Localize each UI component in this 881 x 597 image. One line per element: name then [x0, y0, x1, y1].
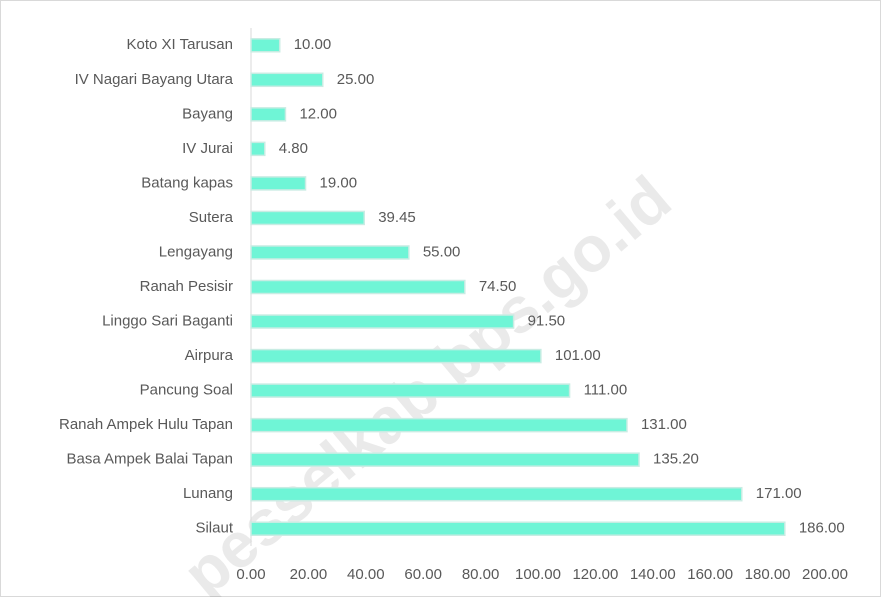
y-tick-label: Bayang — [182, 105, 233, 122]
bar — [250, 38, 281, 53]
x-tick-label: 180.00 — [745, 566, 791, 583]
y-tick-label: Ranah Ampek Hulu Tapan — [59, 416, 233, 433]
x-tick-label: 100.00 — [515, 566, 561, 583]
value-label: 74.50 — [479, 278, 517, 295]
bar — [250, 417, 628, 433]
value-label: 101.00 — [555, 347, 601, 364]
value-label: 135.20 — [653, 451, 699, 468]
bar — [250, 141, 266, 157]
bar — [250, 521, 786, 536]
bar — [250, 452, 640, 467]
value-label: 25.00 — [337, 71, 375, 88]
y-tick-label: IV Jurai — [182, 140, 233, 157]
value-label: 12.00 — [299, 105, 337, 122]
value-label: 171.00 — [756, 485, 802, 502]
value-label: 19.00 — [320, 174, 358, 191]
value-label: 91.50 — [528, 313, 566, 330]
x-tick-label: 120.00 — [572, 566, 618, 583]
bar — [250, 72, 324, 88]
y-tick-label: Lengayang — [159, 243, 233, 260]
value-label: 186.00 — [799, 520, 845, 537]
y-tick-label: Koto XI Tarusan — [127, 36, 233, 53]
bar — [250, 314, 515, 329]
x-tick-label: 200.00 — [802, 566, 848, 583]
y-tick-label: Batang kapas — [141, 174, 233, 191]
bar — [250, 383, 571, 398]
value-label: 55.00 — [423, 243, 461, 260]
value-label: 111.00 — [584, 382, 628, 399]
y-tick-label: Sutera — [189, 209, 234, 226]
bar — [250, 107, 287, 122]
x-tick-label: 160.00 — [687, 566, 733, 583]
bar — [250, 348, 542, 364]
value-label: 4.80 — [279, 140, 308, 157]
y-tick-label: IV Nagari Bayang Utara — [75, 71, 234, 88]
y-tick-label: Basa Ampek Balai Tapan — [66, 451, 233, 468]
value-label: 131.00 — [641, 416, 687, 433]
bar — [250, 176, 307, 191]
bar — [250, 486, 743, 502]
bar — [250, 279, 466, 295]
y-tick-label: Silaut — [195, 520, 233, 537]
x-tick-label: 140.00 — [630, 566, 676, 583]
x-tick-label: 0.00 — [236, 566, 265, 583]
y-tick-label: Pancung Soal — [140, 382, 233, 399]
x-tick-label: 60.00 — [404, 566, 442, 583]
y-tick-label: Linggo Sari Baganti — [102, 313, 233, 330]
x-tick-label: 80.00 — [462, 566, 500, 583]
bar — [250, 245, 410, 260]
value-label: 10.00 — [294, 36, 332, 53]
x-tick-label: 40.00 — [347, 566, 385, 583]
value-label: 39.45 — [378, 209, 416, 226]
y-tick-label: Lunang — [183, 485, 233, 502]
y-tick-label: Airpura — [185, 347, 234, 364]
bar — [250, 210, 365, 226]
y-tick-label: Ranah Pesisir — [140, 278, 233, 295]
x-tick-label: 20.00 — [290, 566, 328, 583]
